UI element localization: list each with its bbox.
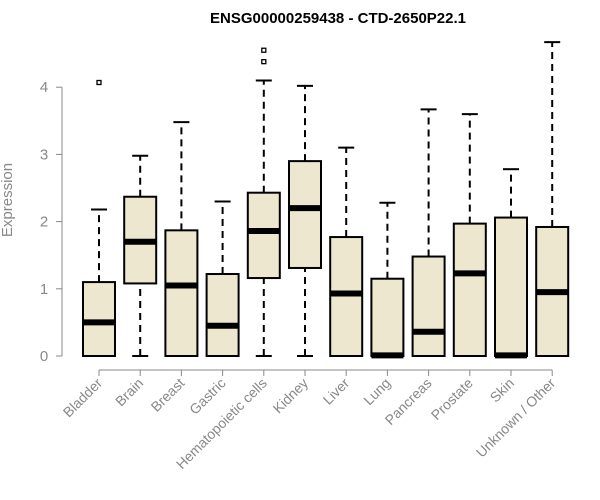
box-2	[164, 121, 199, 357]
box-1	[123, 154, 158, 357]
x-tick-label: Lung	[360, 375, 393, 408]
box-iqr	[82, 281, 116, 357]
box-6	[329, 146, 364, 357]
box-iqr	[411, 255, 446, 358]
box-iqr	[329, 236, 364, 357]
x-tick-label: Skin	[487, 375, 518, 406]
outlier-point	[96, 79, 102, 86]
box-4	[246, 47, 281, 357]
box-0	[82, 79, 116, 357]
box-3	[205, 200, 240, 357]
box-iqr	[452, 222, 487, 357]
y-axis-label: Expression	[0, 163, 16, 237]
y-tick-label: 0	[40, 348, 48, 365]
outlier-point	[261, 59, 267, 65]
y-axis: 0 1 2 3 4	[40, 79, 63, 365]
y-tick-label: 1	[40, 281, 48, 298]
boxes-group	[82, 41, 570, 359]
box-10	[494, 168, 528, 359]
x-tick-label: Prostate	[428, 375, 476, 423]
x-tick-label: Liver	[320, 375, 353, 408]
box-9	[452, 113, 487, 357]
x-tick-label: Breast	[148, 375, 188, 415]
box-iqr	[288, 160, 322, 269]
y-tick-label: 4	[40, 79, 48, 96]
box-iqr	[164, 229, 199, 357]
chart-title: ENSG00000259438 - CTD-2650P22.1	[210, 10, 466, 27]
box-7	[370, 201, 405, 359]
box-iqr	[370, 277, 405, 357]
x-tick-label: Kidney	[270, 375, 312, 417]
box-8	[411, 108, 446, 358]
box-5	[288, 84, 322, 357]
y-tick-label: 2	[40, 214, 48, 231]
box-iqr	[205, 273, 240, 357]
x-tick-label: Bladder	[60, 375, 106, 421]
box-11	[535, 41, 570, 357]
box-iqr	[246, 191, 281, 280]
x-tick-label: Brain	[112, 375, 146, 409]
box-iqr	[494, 216, 528, 357]
y-tick-label: 3	[40, 146, 48, 163]
outlier-point	[261, 47, 267, 53]
